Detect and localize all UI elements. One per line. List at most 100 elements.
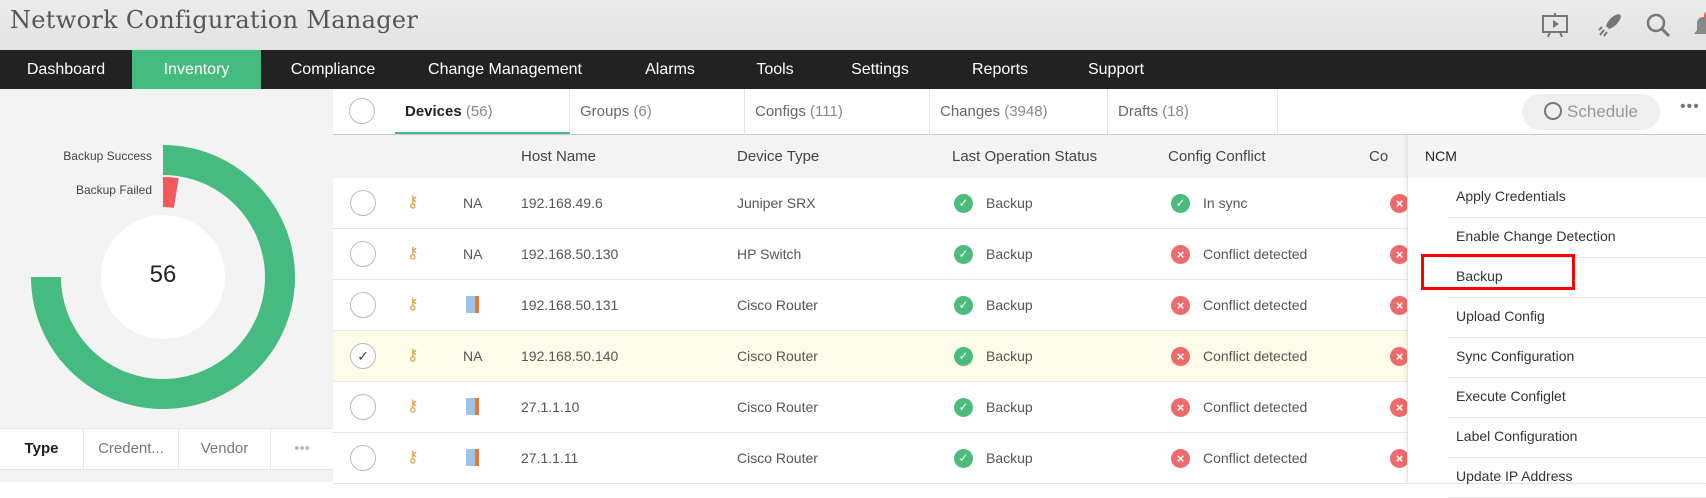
- nav-settings[interactable]: Settings: [851, 61, 909, 78]
- bar-backup-failed[interactable]: [163, 177, 179, 208]
- nav-change-management[interactable]: Change Management: [428, 61, 582, 78]
- inventory-tabs: Devices (56) Groups (6) Configs (111) Ch…: [333, 89, 1706, 135]
- nav-dashboard[interactable]: Dashboard: [26, 61, 106, 78]
- row-checkbox[interactable]: [350, 445, 376, 471]
- row-type: NA: [463, 246, 483, 262]
- menu-title: NCM: [1408, 135, 1706, 178]
- tab-count: (56): [465, 103, 493, 120]
- menu-upload-config[interactable]: Upload Config: [1448, 298, 1706, 338]
- left-tab-credentials[interactable]: Credent...: [84, 429, 179, 469]
- table-row[interactable]: ⚷ NA 192.168.49.6 Juniper SRX ✓ Backup ✓ In syn…: [333, 178, 1706, 229]
- left-tabs: Type Credent... Vendor •••: [0, 428, 333, 470]
- error-x-icon: ×: [1171, 296, 1190, 315]
- schedule-button[interactable]: Schedule: [1522, 94, 1660, 130]
- legend-backup-success: Backup Success: [63, 149, 152, 163]
- col-compliance[interactable]: Co: [1369, 148, 1389, 165]
- menu-apply-credentials[interactable]: Apply Credentials: [1448, 178, 1706, 218]
- backup-summary-panel: Backup Success Backup Failed 56: [0, 89, 333, 482]
- error-x-icon: ×: [1171, 449, 1190, 468]
- tab-groups[interactable]: Groups (6): [570, 89, 745, 134]
- row-status: Backup: [986, 297, 1033, 313]
- row-checkbox[interactable]: [350, 241, 376, 267]
- error-x-icon: ×: [1171, 398, 1190, 417]
- row-host-name[interactable]: 192.168.50.130: [521, 246, 619, 262]
- nav-inventory[interactable]: Inventory: [132, 50, 261, 89]
- row-checkbox[interactable]: [350, 190, 376, 216]
- error-x-icon: ×: [1390, 296, 1409, 315]
- success-check-icon: ✓: [954, 296, 973, 315]
- row-host-name[interactable]: 192.168.49.6: [521, 195, 603, 211]
- row-type: NA: [463, 348, 483, 364]
- tab-label: Groups: [580, 103, 630, 120]
- row-checkbox[interactable]: [350, 394, 376, 420]
- menu-sync-configuration[interactable]: Sync Configuration: [1448, 338, 1706, 378]
- row-config-conflict: In sync: [1203, 195, 1248, 211]
- success-check-icon: ✓: [954, 449, 973, 468]
- row-checkbox[interactable]: [350, 292, 376, 318]
- bell-icon[interactable]: [1688, 10, 1706, 40]
- row-host-name[interactable]: 192.168.50.140: [521, 348, 619, 364]
- schedule-label: Schedule: [1567, 102, 1638, 121]
- more-actions-button[interactable]: •••: [1680, 98, 1700, 115]
- tab-label: Changes: [940, 103, 1001, 120]
- row-device-type: HP Switch: [737, 246, 802, 262]
- row-host-name[interactable]: 192.168.50.131: [521, 297, 619, 313]
- tab-configs[interactable]: Configs (111): [745, 89, 930, 134]
- row-type: NA: [463, 195, 483, 211]
- success-check-icon: ✓: [954, 194, 973, 213]
- success-check-icon: ✓: [954, 245, 973, 264]
- tab-label: Devices: [405, 103, 462, 120]
- row-host-name[interactable]: 27.1.1.10: [521, 399, 580, 415]
- error-x-icon: ×: [1171, 347, 1190, 366]
- row-device-type: Cisco Router: [737, 297, 818, 313]
- menu-update-ip-address[interactable]: Update IP Address: [1448, 458, 1706, 498]
- nav-compliance[interactable]: Compliance: [290, 61, 376, 78]
- table-row[interactable]: ⚷ NA 192.168.50.130 HP Switch ✓ Backup × Confli…: [333, 229, 1706, 280]
- nav-alarms[interactable]: Alarms: [645, 61, 695, 78]
- left-tab-more[interactable]: •••: [294, 440, 310, 457]
- tab-drafts[interactable]: Drafts (18): [1108, 89, 1278, 134]
- tab-label: Drafts: [1118, 103, 1159, 120]
- nav-tools[interactable]: Tools: [756, 61, 794, 78]
- error-x-icon: ×: [1390, 398, 1409, 417]
- menu-label-configuration[interactable]: Label Configuration: [1448, 418, 1706, 458]
- select-all-checkbox[interactable]: [349, 98, 375, 124]
- row-device-type: Juniper SRX: [737, 195, 816, 211]
- ncm-actions-menu: NCM Apply Credentials Enable Change Dete…: [1407, 135, 1706, 498]
- left-tab-type[interactable]: Type: [0, 429, 84, 469]
- presentation-icon[interactable]: [1540, 10, 1570, 40]
- row-checkbox[interactable]: ✓: [350, 343, 376, 369]
- tab-label: Configs: [755, 103, 806, 120]
- menu-execute-configlet[interactable]: Execute Configlet: [1448, 378, 1706, 418]
- table-row[interactable]: ⚷ 27.1.1.10 Cisco Router ✓ Backup × Conflict d…: [333, 382, 1706, 433]
- nav-support[interactable]: Support: [1087, 61, 1145, 78]
- col-device-type[interactable]: Device Type: [737, 148, 820, 165]
- tab-changes[interactable]: Changes (3948): [930, 89, 1108, 134]
- col-host-name[interactable]: Host Name: [521, 148, 597, 165]
- table-row[interactable]: ⚷ 27.1.1.11 Cisco Router ✓ Backup × Conflict d…: [333, 433, 1706, 484]
- row-status: Backup: [986, 450, 1033, 466]
- row-status: Backup: [986, 399, 1033, 415]
- tab-count: (18): [1162, 103, 1189, 120]
- menu-backup[interactable]: Backup: [1448, 258, 1706, 298]
- row-status: Backup: [986, 246, 1033, 262]
- search-icon[interactable]: [1643, 10, 1673, 40]
- tab-devices[interactable]: Devices (56): [395, 89, 570, 134]
- rocket-icon[interactable]: [1595, 10, 1625, 40]
- row-config-conflict: Conflict detected: [1203, 348, 1308, 364]
- tab-count: (3948): [1004, 103, 1048, 120]
- row-host-name[interactable]: 27.1.1.11: [521, 450, 579, 466]
- row-device-type: Cisco Router: [737, 348, 818, 364]
- credential-key-icon: ⚷: [407, 245, 419, 262]
- col-last-operation-status[interactable]: Last Operation Status: [952, 148, 1098, 165]
- row-config-conflict: Conflict detected: [1203, 297, 1308, 313]
- col-config-conflict[interactable]: Config Conflict: [1168, 148, 1266, 165]
- credential-key-icon: ⚷: [407, 398, 419, 415]
- backup-chart: [31, 145, 295, 409]
- title-bar: Network Configuration Manager: [0, 0, 1706, 50]
- table-row[interactable]: ⚷ 192.168.50.131 Cisco Router ✓ Backup × Confl…: [333, 280, 1706, 331]
- row-config-conflict: Conflict detected: [1203, 246, 1308, 262]
- menu-enable-change-detection[interactable]: Enable Change Detection: [1448, 218, 1706, 258]
- left-tab-vendor[interactable]: Vendor: [179, 429, 271, 469]
- nav-reports[interactable]: Reports: [971, 61, 1029, 78]
